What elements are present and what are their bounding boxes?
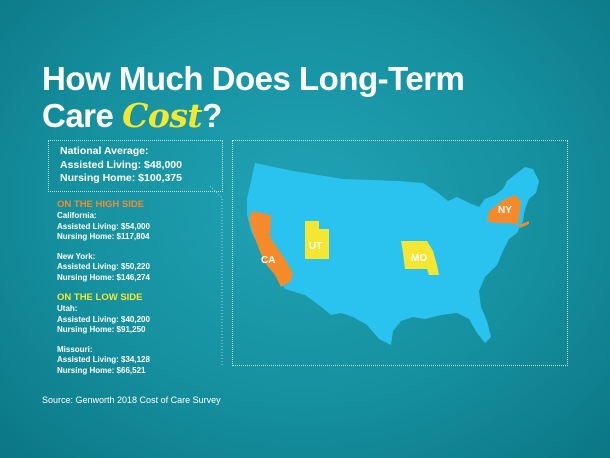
- map-label-ca: CA: [261, 255, 275, 266]
- national-assisted-living: Assisted Living: $48,000: [60, 158, 182, 171]
- missouri-nursing-home: Nursing Home: $66,521: [57, 365, 146, 375]
- source-citation: Source: Genworth 2018 Cost of Care Surve…: [42, 395, 221, 405]
- state-name-new-york: New York:: [57, 251, 96, 261]
- missouri-assisted-living: Assisted Living: $34,128: [57, 355, 150, 364]
- high-side-section: ON THE HIGH SIDE California: Assisted Li…: [57, 199, 150, 283]
- utah-assisted-living: Assisted Living: $40,200: [57, 314, 150, 324]
- california-assisted-living: Assisted Living: $54,000: [57, 221, 150, 231]
- state-name-missouri: Missouri:: [57, 344, 93, 354]
- low-side-heading: ON THE LOW SIDE: [57, 292, 143, 303]
- us-map: CA UT MO NY: [247, 163, 539, 345]
- state-california: [249, 211, 293, 287]
- map-label-ny: NY: [498, 205, 512, 216]
- new-york-assisted-living: Assisted Living: $50,220: [57, 262, 150, 271]
- title-accent-word: Cost: [122, 96, 203, 135]
- low-side-section: ON THE LOW SIDE Utah: Assisted Living: $…: [57, 292, 150, 376]
- national-average-box: National Average: Assisted Living: $48,0…: [48, 140, 223, 192]
- title-line-1: How Much Does Long-Term: [42, 60, 465, 97]
- long-island: [519, 221, 529, 228]
- title-line-2-suffix: ?: [202, 97, 222, 134]
- page-title: How Much Does Long-Term Care Cost?: [42, 60, 465, 135]
- state-missouri: [401, 241, 439, 275]
- map-label-mo: MO: [411, 253, 427, 264]
- state-name-utah: Utah:: [57, 304, 78, 313]
- title-line-2-prefix: Care: [42, 97, 123, 134]
- high-side-heading: ON THE HIGH SIDE: [57, 199, 145, 210]
- new-york-nursing-home: Nursing Home: $146,274: [57, 272, 150, 282]
- state-new-york: [487, 195, 521, 225]
- national-average-heading: National Average:: [60, 145, 149, 157]
- map-label-ut: UT: [309, 241, 322, 252]
- utah-nursing-home: Nursing Home: $91,250: [57, 325, 146, 334]
- national-nursing-home: Nursing Home: $100,375: [60, 172, 182, 184]
- state-name-california: California:: [57, 211, 97, 220]
- us-mainland: [247, 163, 539, 345]
- california-nursing-home: Nursing Home: $117,804: [57, 232, 150, 241]
- us-map-frame: CA UT MO NY: [232, 140, 568, 366]
- state-utah: [305, 221, 329, 259]
